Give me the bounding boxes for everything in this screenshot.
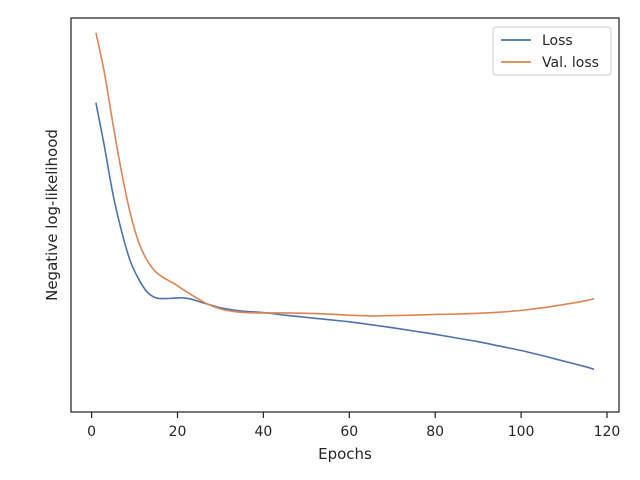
plot-frame [70, 17, 620, 413]
x-tick-label: 20 [169, 424, 187, 440]
legend-box [492, 26, 612, 76]
x-tick-label: 60 [340, 424, 358, 440]
x-tick-label: 100 [508, 424, 535, 440]
x-axis-label: Epochs [318, 445, 372, 463]
legend: Loss Val. loss [492, 26, 612, 76]
x-tick-label: 120 [594, 424, 621, 440]
series-line-1 [95, 32, 595, 317]
y-axis-label: Negative log-likelihood [43, 129, 61, 301]
x-tick-label: 0 [87, 424, 96, 440]
legend-label-0: Loss [542, 33, 573, 49]
x-tick-label: 40 [254, 424, 272, 440]
series-layer [95, 32, 595, 371]
x-axis-ticks: 0 20 40 60 80 100 120 [87, 412, 620, 440]
series-line-0 [95, 102, 595, 371]
legend-label-1: Val. loss [542, 55, 599, 71]
x-tick-label: 80 [426, 424, 444, 440]
